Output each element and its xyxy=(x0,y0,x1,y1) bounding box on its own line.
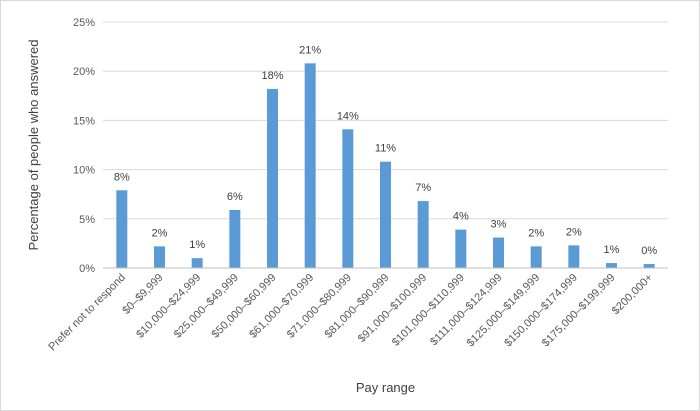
data-label: 4% xyxy=(453,211,469,223)
data-label: 8% xyxy=(114,171,130,183)
y-axis-title: Percentage of people who answered xyxy=(26,39,41,250)
x-tick-label: $125,000–$149,999 xyxy=(465,272,543,350)
data-label: 14% xyxy=(337,110,359,122)
bars xyxy=(116,63,655,268)
x-tick-label: $150,000–$174,999 xyxy=(502,272,580,350)
data-label: 7% xyxy=(415,182,431,194)
bar xyxy=(568,245,580,268)
x-tick-label: $111,000–$124,999 xyxy=(428,272,505,349)
bar xyxy=(267,88,278,268)
data-label: 21% xyxy=(299,44,321,56)
y-tick-label: 5% xyxy=(79,214,95,226)
data-label: 2% xyxy=(566,226,582,238)
x-tick-label: Prefer not to respond xyxy=(46,272,128,354)
bar xyxy=(530,246,542,268)
data-label: 2% xyxy=(152,227,168,239)
y-tick-label: 0% xyxy=(79,263,95,275)
x-tick-label: $200,000+ xyxy=(610,272,655,317)
x-tick-label: $25,000–$49,999 xyxy=(172,272,241,341)
x-axis-title: Pay range xyxy=(356,380,415,395)
data-label: 1% xyxy=(189,239,205,251)
bar xyxy=(380,161,391,268)
bar xyxy=(154,246,165,268)
y-tick-label: 10% xyxy=(73,165,95,177)
y-tick-label: 15% xyxy=(73,115,95,127)
bar xyxy=(417,201,429,268)
data-label: 2% xyxy=(528,227,544,239)
bar xyxy=(116,190,128,268)
data-label: 18% xyxy=(261,70,283,82)
x-tick-label: $10,000–$24,999 xyxy=(134,272,203,341)
x-axis-ticks: Prefer not to respond$0–$9,999$10,000–$2… xyxy=(46,272,655,354)
data-label: 11% xyxy=(375,143,396,155)
y-axis-ticks: 0% 5% 10% 15% 20% 25% xyxy=(73,17,95,275)
x-tick-label: $61,000–$70,999 xyxy=(247,272,316,341)
data-label: 0% xyxy=(641,245,657,257)
bar xyxy=(229,209,241,268)
bar xyxy=(606,263,617,268)
bar xyxy=(493,237,504,268)
data-label: 1% xyxy=(604,244,620,256)
x-tick-label: $175,000–$199,999 xyxy=(540,272,618,350)
data-label: 3% xyxy=(491,218,507,230)
bar xyxy=(455,229,467,268)
x-tick-label: $91,000–$100,999 xyxy=(356,272,429,345)
bar xyxy=(342,129,354,268)
bar xyxy=(191,258,203,268)
y-tick-label: 25% xyxy=(73,17,95,29)
bar xyxy=(643,264,655,268)
x-tick-label: $71,000–$80,999 xyxy=(285,272,354,341)
x-tick-label: $50,000–$60,999 xyxy=(210,272,279,341)
bar xyxy=(304,63,316,268)
x-tick-label: $81,000–$90,999 xyxy=(323,272,392,341)
y-tick-label: 20% xyxy=(73,66,95,78)
x-tick-label: $101,000–$110,999 xyxy=(390,272,467,349)
data-labels: 8% 2% 1% 6% 18% 21% 14% 11% 7% 4% 3% 2% 2% 1% 0% xyxy=(114,44,657,257)
data-label: 6% xyxy=(227,191,243,203)
